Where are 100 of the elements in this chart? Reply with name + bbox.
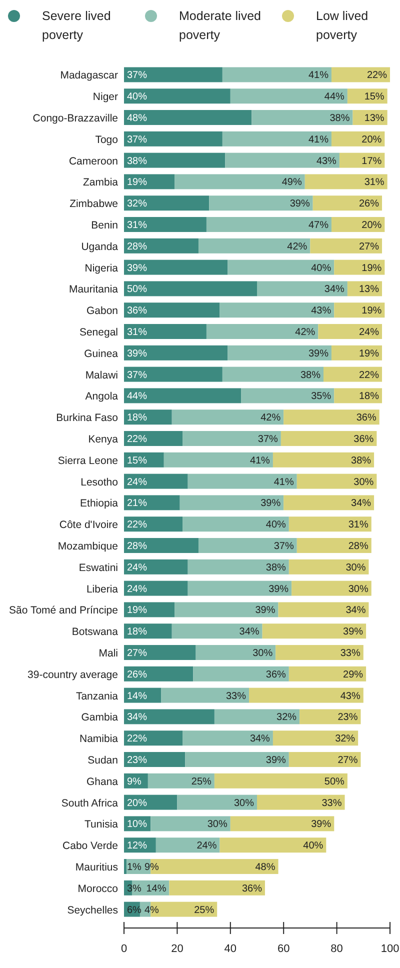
data-label: 3% [127,883,142,894]
bar [257,281,348,296]
data-label: 38% [300,370,321,381]
y-tick-label: Malawi [85,369,118,382]
data-label: 31% [364,177,384,188]
data-label: 39% [290,198,310,210]
y-tick-label: Morocco [78,882,118,895]
data-label: 37% [127,70,148,82]
bar [124,110,252,125]
bar [124,431,183,446]
data-label: 34% [351,498,372,510]
y-tick-label: Cabo Verde [62,840,118,852]
data-label: 31% [127,220,148,231]
data-label: 32% [335,734,356,745]
bar [334,302,385,318]
data-label: 35% [311,391,332,402]
y-tick-label: Gambia [81,712,118,724]
data-label: 50% [127,284,148,296]
bar [124,88,230,104]
data-label: 30% [354,476,374,488]
bar [124,666,194,682]
bar [148,773,214,788]
data-label: 19% [127,605,148,616]
data-label: 31% [348,520,368,531]
bar [169,880,265,896]
data-label: 28% [127,541,148,552]
bar [188,580,292,596]
bar [172,624,262,639]
bar [182,730,273,746]
data-label: 43% [311,306,332,317]
y-tick-label: Lesotho [80,476,118,488]
data-label: 22% [366,70,388,82]
y-tick-label: Togo [95,134,118,146]
data-label: 1% [127,862,142,873]
y-tick-label: Burkina Faso [56,412,118,424]
y-tick-label: Guinea [84,348,118,360]
data-label: 37% [258,434,278,445]
bar [220,838,326,853]
bar [124,324,206,339]
bar [156,838,220,853]
y-tick-label: Cameroon [68,155,118,168]
y-tick-label: Zambia [82,176,118,189]
data-label: 38% [127,156,148,167]
data-label: 27% [127,648,148,659]
x-tick-label: 60 [277,942,290,955]
data-label: 33% [226,690,246,702]
y-tick-label: Madagascar [60,70,119,82]
data-label: 39% [311,819,332,830]
data-label: 30% [346,562,366,574]
bar [318,324,382,339]
data-label: 37% [127,134,148,146]
data-label: 31% [127,327,148,338]
y-tick-label: Mali [98,648,118,660]
data-label: 39% [127,348,148,360]
data-label: 41% [308,134,329,146]
y-tick-label: Kenya [88,434,118,446]
bar [339,152,385,168]
bar [331,217,385,232]
data-label: 39% [308,348,329,360]
data-label: 44% [127,391,148,402]
bar [222,366,324,382]
data-label: 39% [266,755,286,766]
bar [124,752,186,767]
data-label: 40% [303,840,324,852]
bar [280,431,377,446]
y-tick-label: Mauritius [75,862,118,874]
bar [174,174,305,190]
y-tick-label: Nigeria [84,262,118,274]
data-label: 37% [274,541,294,552]
bar [300,709,361,724]
bar [124,388,242,404]
y-tick-label: Senegal [79,326,118,338]
data-label: 42% [287,241,308,252]
bar [220,302,334,318]
data-label: 27% [359,241,380,252]
data-label: 33% [322,798,342,809]
bar [124,174,175,190]
data-label: 30% [348,584,368,595]
y-tick-label: Sierra Leone [58,454,118,467]
data-label: 24% [127,562,148,574]
data-label: 20% [362,220,382,231]
bar [257,794,345,810]
data-label: 34% [127,712,148,724]
bar [252,110,353,125]
bar [174,602,278,618]
bar [292,580,372,596]
data-label: 19% [362,262,382,274]
bar [206,217,332,232]
bar [124,152,226,168]
bar [278,602,369,618]
x-tick-label: 80 [330,942,343,955]
data-label: 36% [354,434,374,445]
data-label: 12% [127,840,148,852]
bar [228,345,332,360]
data-label: 26% [127,669,148,680]
data-label: 41% [308,70,329,82]
data-label: 43% [340,690,361,702]
data-label: 4% [144,904,160,916]
data-label: 40% [311,262,332,274]
data-label: 14% [146,883,166,894]
